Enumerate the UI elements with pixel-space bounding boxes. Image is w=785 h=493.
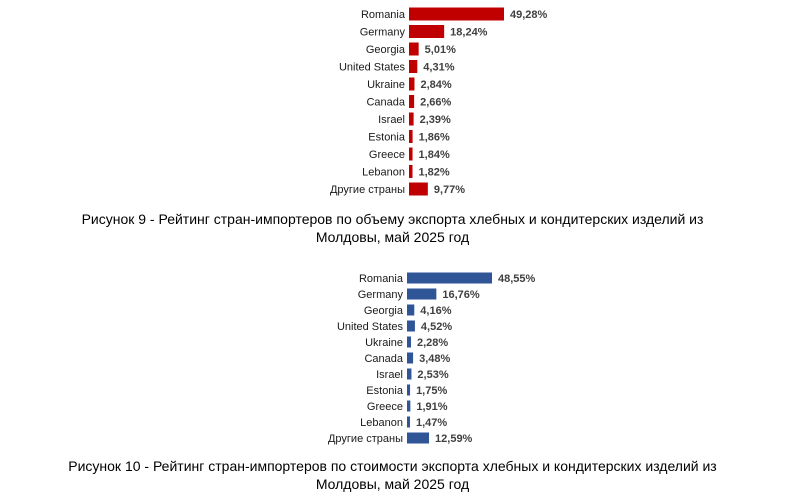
category-label: Israel <box>376 369 403 381</box>
chart-export-volume: Romania 49,28% Germany 18,24% Georgia 5,01% Un… <box>0 4 785 200</box>
value-label: 2,28% <box>417 337 448 349</box>
bar <box>407 416 410 428</box>
category-label: Canada <box>366 97 405 109</box>
bar <box>409 60 418 73</box>
category-label: Romania <box>359 273 404 285</box>
value-label: 2,39% <box>420 114 451 126</box>
chart-export-value-svg: Romania 48,55% Germany 16,76% Georgia 4,16% Un… <box>328 272 536 445</box>
bar <box>409 112 414 126</box>
category-label: Ukraine <box>365 337 403 349</box>
chart-export-volume-svg: Romania 49,28% Germany 18,24% Georgia 5,01% Un… <box>330 7 548 196</box>
category-label: Georgia <box>364 305 404 317</box>
caption-figure-10-line-1: Рисунок 10 - Рейтинг стран-импортеров по… <box>68 458 717 474</box>
value-label: 1,91% <box>416 401 447 413</box>
value-label: 18,24% <box>450 27 488 39</box>
value-label: 49,28% <box>510 9 548 21</box>
category-label: Romania <box>361 9 406 21</box>
value-label: 3,48% <box>419 353 450 365</box>
category-label: United States <box>337 321 404 333</box>
bar <box>407 368 412 380</box>
value-label: 1,82% <box>419 167 450 179</box>
chart-export-value: Romania 48,55% Germany 16,76% Georgia 4,16% Un… <box>0 270 785 448</box>
value-label: 4,31% <box>423 62 454 74</box>
value-label: 5,01% <box>425 44 456 56</box>
category-label: Estonia <box>366 385 404 397</box>
value-label: 1,84% <box>419 149 450 161</box>
category-label: Greece <box>369 149 405 161</box>
value-label: 9,77% <box>434 184 465 196</box>
bar <box>409 165 413 178</box>
caption-figure-9-line-1: Рисунок 9 - Рейтинг стран-импортеров по … <box>81 211 704 227</box>
value-label: 1,75% <box>416 385 447 397</box>
category-label: Другие страны <box>330 184 405 196</box>
category-label: Germany <box>360 27 406 39</box>
value-label: 4,16% <box>420 305 451 317</box>
bar <box>407 288 437 300</box>
category-label: Другие страны <box>328 433 403 445</box>
value-label: 1,47% <box>416 417 447 429</box>
category-label: Greece <box>367 401 403 413</box>
category-label: Lebanon <box>362 167 405 179</box>
category-label: Georgia <box>366 44 406 56</box>
category-label: Lebanon <box>360 417 403 429</box>
bar <box>409 42 419 56</box>
value-label: 16,76% <box>442 289 480 301</box>
category-label: Estonia <box>368 132 406 144</box>
value-label: 4,52% <box>421 321 452 333</box>
bar <box>407 400 411 412</box>
bar <box>409 7 504 21</box>
bar <box>407 352 414 364</box>
value-label: 2,84% <box>420 79 451 91</box>
value-label: 2,53% <box>417 369 448 381</box>
bar <box>409 25 445 38</box>
category-label: Germany <box>358 289 404 301</box>
bar <box>409 147 413 161</box>
value-label: 1,86% <box>419 132 450 144</box>
caption-figure-9-line-2: Молдовы, май 2025 год <box>315 229 470 245</box>
bar <box>407 432 430 444</box>
category-label: United States <box>339 62 406 74</box>
value-label: 48,55% <box>498 273 536 285</box>
category-label: Canada <box>364 353 403 365</box>
bar <box>409 95 415 108</box>
caption-figure-10: Рисунок 10 - Рейтинг стран-импортеров по… <box>0 457 785 493</box>
bar <box>407 336 411 348</box>
bar <box>409 77 415 91</box>
bar <box>407 304 415 316</box>
category-label: Israel <box>378 114 405 126</box>
category-label: Ukraine <box>367 79 405 91</box>
value-label: 12,59% <box>435 433 473 445</box>
bar <box>407 320 415 332</box>
caption-figure-10-line-2: Молдовы, май 2025 год <box>315 476 470 492</box>
bar <box>409 130 413 143</box>
bar <box>409 182 428 196</box>
bar <box>407 384 411 396</box>
bar <box>407 272 492 284</box>
caption-figure-9: Рисунок 9 - Рейтинг стран-импортеров по … <box>0 210 785 246</box>
value-label: 2,66% <box>420 97 451 109</box>
